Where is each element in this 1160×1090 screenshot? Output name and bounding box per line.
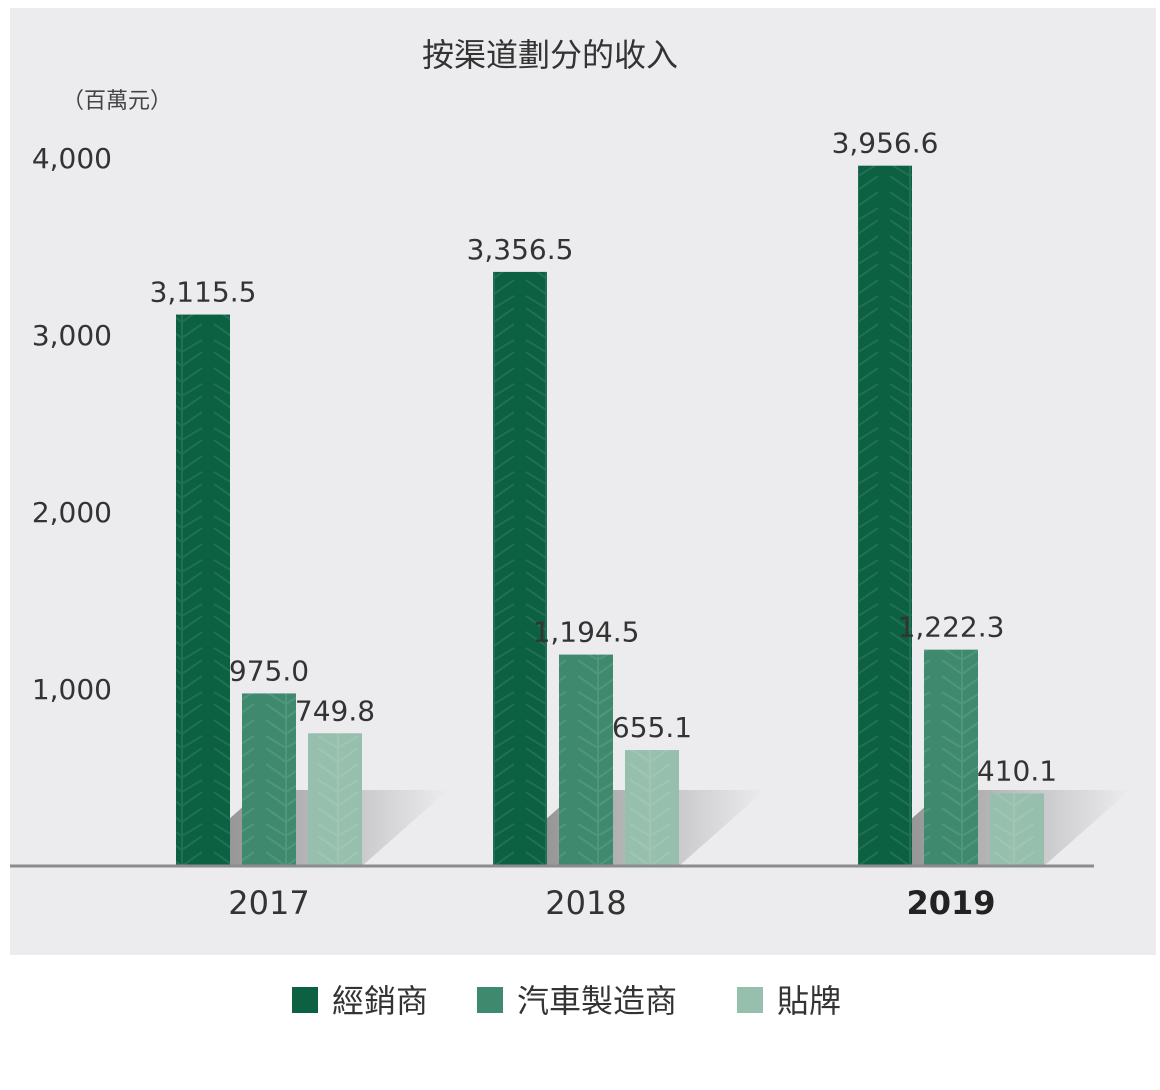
bar-texture [990,793,1044,866]
data-label: 1,194.5 [533,616,640,649]
data-label: 3,956.6 [832,127,939,160]
chart-title: 按渠道劃分的收入 [422,36,678,74]
data-label: 410.1 [977,754,1057,787]
x-tick-labels: 2017 2018 2019 [228,884,995,922]
legend-swatch [737,987,763,1013]
data-label: 975.0 [229,654,309,687]
bar-texture [176,314,230,866]
y-tick-label: 2,000 [32,496,112,529]
y-axis-unit-label: （百萬元） [62,89,172,114]
y-tick-label: 3,000 [32,319,112,352]
data-label: 3,115.5 [150,276,257,309]
value-labels-group: 3,115.5 3,356.5 3,956.6 975.0 1,194.5 1,222.3… [150,127,1058,788]
y-tick-labels: 1,000 2,000 3,000 4,000 [32,142,112,706]
legend-swatch [477,987,503,1013]
y-tick-label: 4,000 [32,142,112,175]
legend-label: 貼牌 [777,982,841,1020]
bars-group [176,165,1044,867]
bar-texture [858,165,912,867]
legend-swatch [292,987,318,1013]
bar-texture [242,693,296,866]
x-tick-label: 2019 [906,884,995,922]
data-label: 749.8 [295,694,375,727]
bar-texture [493,271,547,866]
data-label: 1,222.3 [898,611,1005,644]
bar-texture [559,654,613,866]
bar-texture [308,733,362,866]
x-tick-label: 2018 [545,884,626,922]
bar-texture [924,649,978,866]
legend: 經銷商 汽車製造商 貼牌 [292,982,841,1020]
x-tick-label: 2017 [228,884,309,922]
legend-label: 經銷商 [332,982,428,1020]
legend-label: 汽車製造商 [517,982,677,1020]
data-label: 3,356.5 [467,233,574,266]
y-tick-label: 1,000 [32,673,112,706]
data-label: 655.1 [612,711,692,744]
bar-texture [625,750,679,866]
